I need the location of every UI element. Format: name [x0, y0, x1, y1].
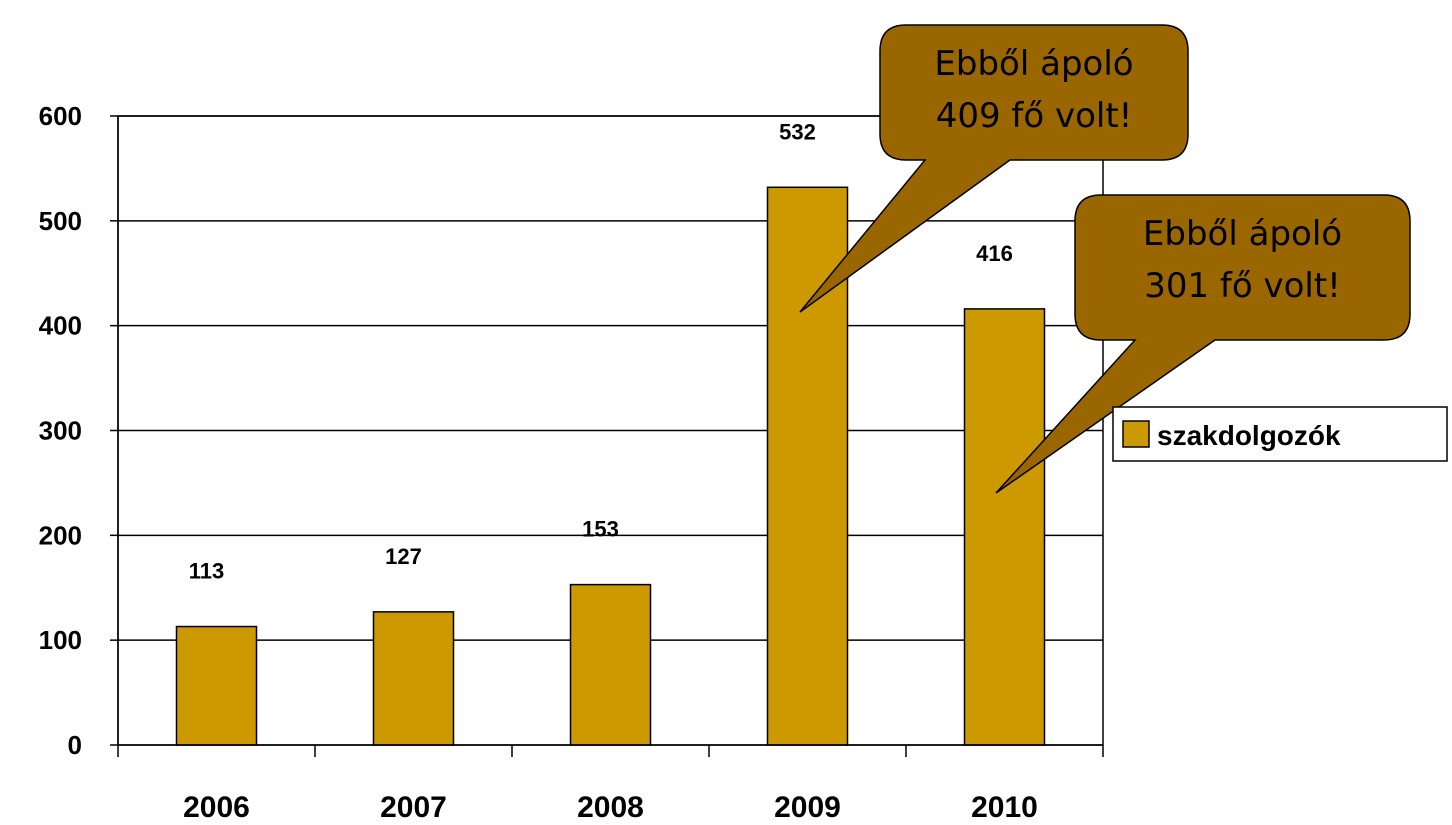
- data-label: 153: [582, 517, 619, 542]
- data-label: 127: [385, 544, 422, 569]
- x-tick-label: 2006: [183, 791, 250, 824]
- callout-text-line: Ebből ápoló: [934, 44, 1133, 84]
- legend-box: [1112, 406, 1448, 462]
- legend: szakdolgozók: [1112, 406, 1448, 462]
- legend-label: szakdolgozók: [1157, 420, 1341, 451]
- callout-2009: Ebből ápoló 409 fő volt!: [799, 24, 1189, 313]
- callout-text-line: 301 fő volt!: [1144, 266, 1341, 306]
- x-tick-label: 2010: [971, 791, 1038, 824]
- callouts: Ebből ápoló 409 fő volt! Ebből ápoló 301 fő…: [799, 24, 1411, 494]
- x-tick-labels: 2006 2007 2008 2009 2010: [183, 791, 1038, 824]
- y-tick-label: 100: [39, 625, 82, 655]
- callout-bubble: [799, 24, 1189, 313]
- y-tick-labels: 0 100 200 300 400 500 600: [39, 101, 82, 760]
- x-tick-label: 2009: [774, 791, 841, 824]
- y-tick-label: 0: [68, 730, 82, 760]
- bar-2007: [372, 611, 455, 746]
- y-tick-label: 400: [39, 311, 82, 341]
- y-tick-label: 600: [39, 101, 82, 131]
- bars: [175, 186, 1046, 746]
- callout-text-line: Ebből ápoló: [1143, 214, 1342, 254]
- data-label: 416: [976, 241, 1013, 266]
- y-tick-label: 300: [39, 416, 82, 446]
- callout-2010: Ebből ápoló 301 fő volt!: [995, 194, 1411, 494]
- x-tick-label: 2007: [380, 791, 447, 824]
- axes: [110, 115, 1104, 757]
- callout-bubble: [995, 194, 1411, 494]
- data-label: 113: [189, 559, 225, 584]
- x-tick-label: 2008: [577, 791, 644, 824]
- bar-2008: [569, 583, 652, 746]
- y-tick-label: 500: [39, 206, 82, 236]
- callout-text-line: 409 fő volt!: [936, 96, 1133, 136]
- legend-swatch: [1122, 420, 1150, 448]
- bar-2010: [963, 308, 1046, 746]
- y-tick-label: 200: [39, 520, 82, 550]
- data-label: 532: [779, 119, 816, 144]
- data-labels: 113 127 153 532 416: [189, 119, 1013, 583]
- bar-2006: [175, 625, 258, 746]
